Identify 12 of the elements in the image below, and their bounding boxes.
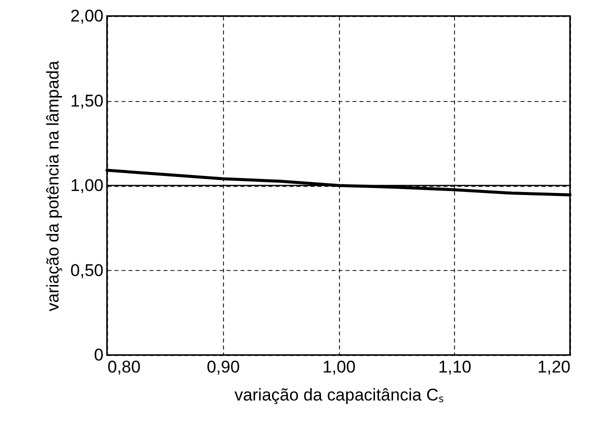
y-tick-label: 0,50 [70, 260, 104, 280]
y-tick-label: 0 [94, 346, 104, 364]
y-tick-label: 1,50 [70, 91, 104, 110]
x-tick-label: 1,00 [322, 358, 356, 376]
x-tick-label: 0,90 [206, 358, 240, 376]
x-axis-title: variação da capacitância Cₛ [234, 386, 444, 404]
x-tick-label: 0,80 [108, 358, 141, 376]
y-tick-label: 1,00 [70, 176, 104, 195]
x-tick-label: 1,10 [438, 358, 472, 376]
y-axis-title: variação da potência na lâmpada [43, 60, 62, 312]
y-tick-label: 2,00 [70, 6, 104, 26]
x-tick-label: 1,20 [537, 358, 570, 376]
